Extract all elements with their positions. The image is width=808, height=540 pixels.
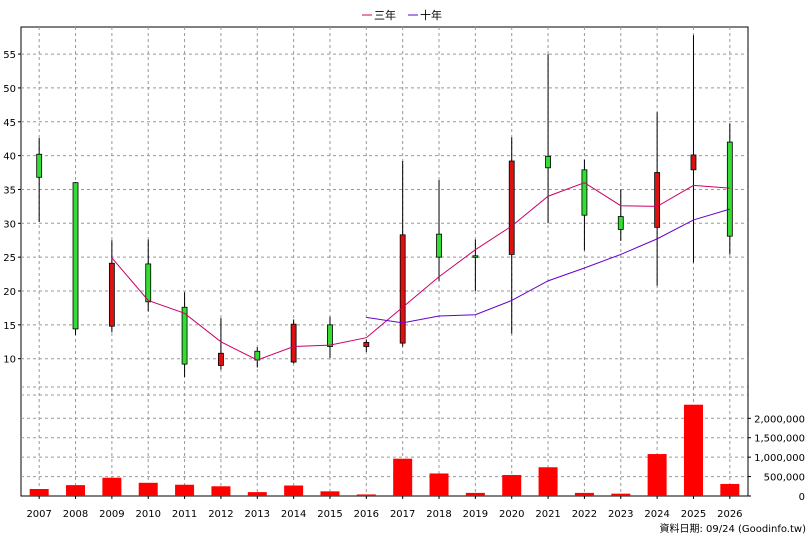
candle-body: [581, 169, 588, 216]
candle-body: [399, 234, 406, 344]
x-tick-label: 2012: [208, 509, 233, 520]
x-tick-label: 2025: [681, 509, 706, 520]
volume-bar: [502, 475, 522, 496]
volume-bar: [175, 484, 195, 496]
price-tick-label: 30: [3, 219, 16, 230]
price-tick-label: 55: [3, 50, 16, 61]
price-tick-label: 35: [3, 185, 16, 196]
volume-bar: [393, 458, 413, 496]
x-tick-label: 2023: [608, 509, 633, 520]
price-tick-label: 15: [3, 321, 16, 332]
x-tick-label: 2024: [644, 509, 669, 520]
candle-body: [690, 154, 697, 171]
candle-body: [508, 160, 515, 255]
price-tick-label: 45: [3, 118, 16, 129]
volume-bar: [683, 404, 703, 496]
volume-bar: [102, 477, 122, 496]
volume-bar: [138, 482, 158, 496]
candle-body: [145, 263, 152, 303]
x-tick-label: 2019: [463, 509, 488, 520]
candle-body: [181, 306, 188, 365]
volume-bar: [647, 454, 667, 496]
candle-body: [327, 324, 333, 347]
x-tick-label: 2016: [354, 509, 379, 520]
candle-body: [617, 216, 624, 230]
candle-body: [436, 233, 442, 258]
volume-bar: [66, 485, 86, 496]
candle-body: [726, 141, 733, 237]
legend-label-ma3: 三年: [374, 8, 396, 22]
price-tick-label: 40: [3, 152, 16, 163]
volume-tick-label: 500,000: [764, 473, 805, 484]
grid: [21, 27, 748, 496]
volume-bar: [720, 483, 740, 496]
x-tick-label: 2026: [717, 509, 742, 520]
volume-bar: [211, 486, 231, 496]
x-tick-label: 2007: [26, 509, 51, 520]
price-tick-label: 10: [3, 355, 16, 366]
candle-body: [108, 262, 115, 327]
volume-bar: [611, 493, 631, 496]
candle-body: [36, 153, 43, 178]
volume-bar: [465, 492, 485, 496]
volume-tick-label: 1,000,000: [754, 453, 805, 464]
volume-bar: [574, 492, 594, 496]
candle-body: [654, 172, 661, 228]
price-tick-label: 20: [3, 287, 16, 298]
x-tick-label: 2010: [135, 509, 160, 520]
x-tick-label: 2008: [63, 509, 88, 520]
x-tick-label: 2022: [572, 509, 597, 520]
ma3-line: [111, 182, 730, 361]
plot-frame: [20, 26, 749, 497]
volume-bar: [538, 467, 558, 496]
volume-bar: [320, 491, 340, 496]
x-tick-label: 2015: [317, 509, 342, 520]
volume-tick-label: 0: [799, 492, 805, 503]
candle-body: [290, 323, 297, 363]
x-tick-label: 2009: [99, 509, 124, 520]
candle-body: [363, 342, 370, 347]
legend-label-ma10: 十年: [420, 8, 442, 22]
ma10-line: [366, 208, 730, 324]
volume-bar: [356, 494, 376, 496]
legend: 三年 十年: [362, 8, 442, 22]
x-tick-label: 2018: [426, 509, 451, 520]
candle-body: [472, 255, 479, 258]
candle-body: [545, 155, 551, 169]
moving-average-lines: [111, 182, 730, 361]
candle-body: [218, 352, 224, 366]
x-tick-label: 2017: [390, 509, 415, 520]
volume-bar: [247, 492, 267, 496]
x-tick-label: 2011: [172, 509, 197, 520]
volume-tick-label: 2,000,000: [754, 414, 805, 425]
volume-tick-label: 1,500,000: [754, 434, 805, 445]
volume-bar: [29, 489, 49, 496]
price-tick-label: 25: [3, 253, 16, 264]
volume-bars: [29, 404, 740, 496]
price-tick-label: 50: [3, 84, 16, 95]
volume-bar: [284, 485, 304, 496]
volume-bar: [429, 473, 449, 496]
x-tick-label: 2014: [281, 509, 306, 520]
candlesticks: [36, 35, 733, 377]
x-tick-label: 2021: [535, 509, 560, 520]
axes: 101520253035404550550500,0001,000,0001,5…: [3, 50, 805, 520]
x-tick-label: 2013: [245, 509, 270, 520]
candle-body: [72, 182, 79, 330]
source-note: 資料日期: 09/24 (Goodinfo.tw): [659, 522, 806, 535]
x-tick-label: 2020: [499, 509, 524, 520]
